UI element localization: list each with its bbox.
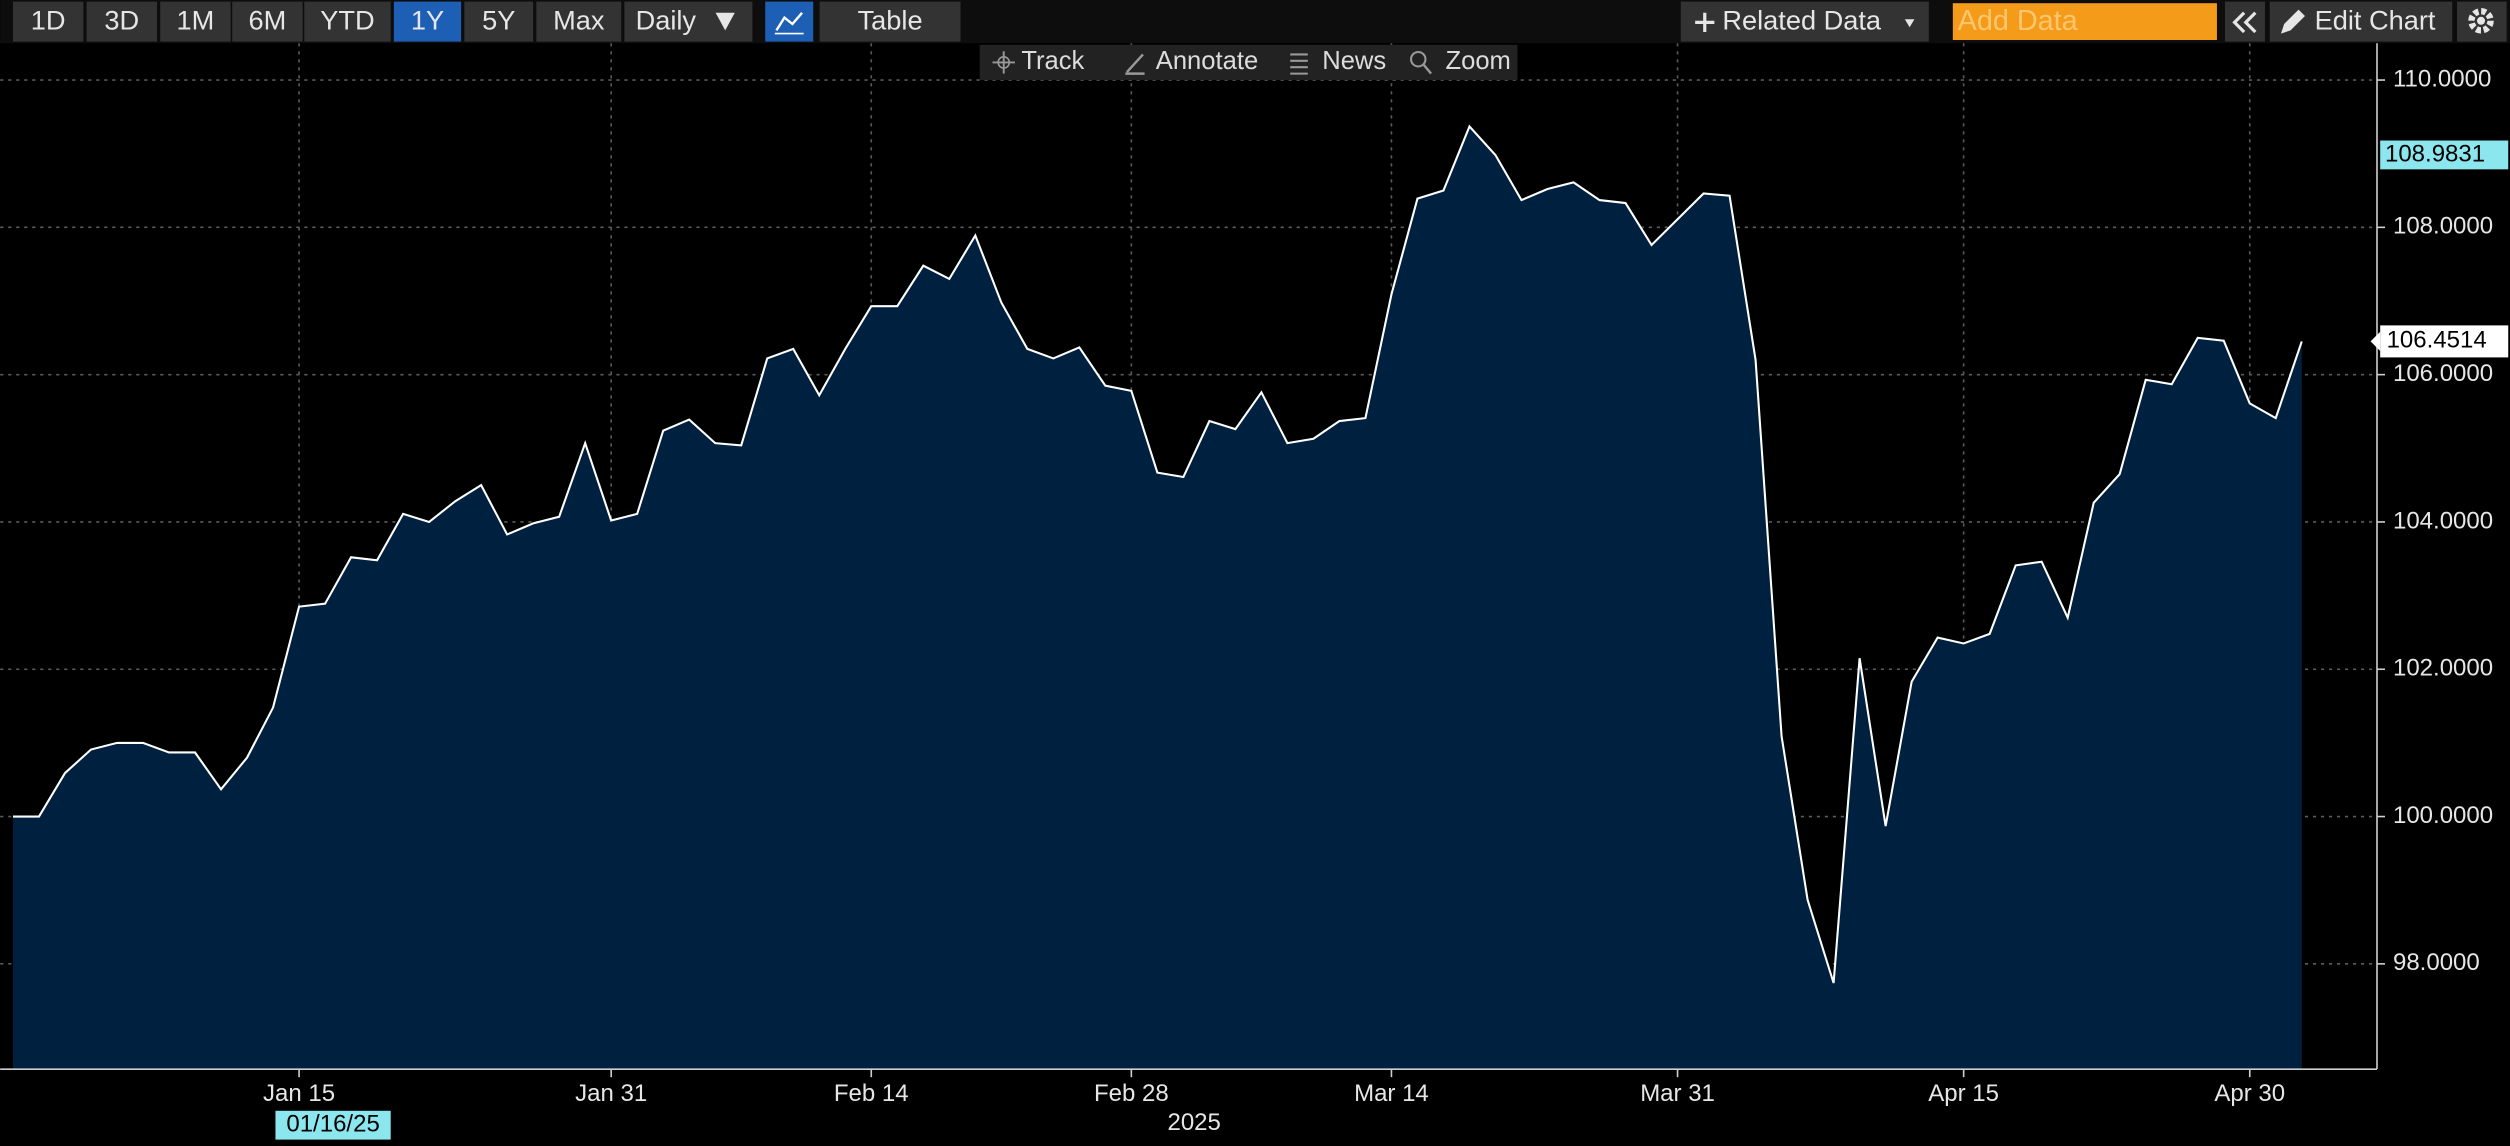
x-tick-label: Feb 28 — [1094, 1080, 1169, 1107]
pencil-icon — [2280, 9, 2305, 34]
last-value: 106.4514 — [2387, 327, 2487, 354]
range-button[interactable] — [86, 1, 158, 42]
track-icon-ring — [997, 56, 1011, 69]
gear-hub — [2477, 16, 2486, 25]
cursor-value-box — [2380, 140, 2509, 170]
plus-icon — [1695, 12, 1715, 33]
range-button[interactable] — [232, 1, 303, 42]
range-label: 5Y — [482, 5, 515, 36]
range-label: 6M — [249, 5, 287, 36]
range-button[interactable] — [304, 1, 391, 42]
gear-icon — [2468, 8, 2494, 34]
last-value-box — [2380, 325, 2509, 358]
collapse-icon — [2232, 11, 2257, 34]
edit-chart-button[interactable] — [2269, 1, 2453, 42]
y-tick-label: 100.0000 — [2393, 802, 2493, 829]
table-label: Table — [858, 5, 923, 36]
tool-label[interactable]: Track — [1021, 47, 1084, 75]
dropdown-arrow — [715, 12, 735, 31]
x-tick-label: Jan 15 — [263, 1080, 335, 1107]
range-button[interactable] — [536, 1, 622, 42]
x-tick-label: Mar 14 — [1354, 1080, 1429, 1107]
x-tick-label: Feb 14 — [834, 1080, 909, 1107]
y-tick-label: 104.0000 — [2393, 507, 2493, 534]
table-button[interactable] — [819, 1, 961, 42]
range-label: 1Y — [411, 5, 444, 36]
frequency-label: Daily — [636, 5, 697, 36]
range-button[interactable] — [160, 1, 231, 42]
y-tick-label: 110.0000 — [2393, 65, 2491, 92]
related-data-label: Related Data — [1722, 5, 1882, 36]
tool-label[interactable]: News — [1322, 47, 1386, 75]
last-value-pointer — [2370, 331, 2381, 352]
y-tick-label: 106.0000 — [2393, 360, 2493, 387]
add-data-input[interactable] — [1952, 3, 2217, 41]
x-year-label: 2025 — [1167, 1109, 1220, 1136]
y-tick-label: 102.0000 — [2393, 655, 2493, 682]
range-label: 1D — [31, 5, 66, 36]
range-label: YTD — [320, 5, 374, 36]
cursor-date-box — [275, 1110, 391, 1140]
chart-type-icon — [775, 12, 803, 32]
zoom-icon — [1410, 50, 1427, 68]
add-data-placeholder: Add Data — [1958, 5, 2079, 37]
edit-chart-label: Edit Chart — [2315, 5, 2436, 36]
price-line — [12, 124, 2303, 984]
frequency-button[interactable] — [624, 1, 753, 42]
x-tick-label: Jan 31 — [575, 1080, 647, 1107]
area-fill — [12, 126, 2302, 1070]
range-label: 1M — [177, 5, 215, 36]
related-data-button[interactable] — [1680, 1, 1929, 42]
range-label: 3D — [104, 5, 139, 36]
x-tick-label: Mar 31 — [1640, 1080, 1715, 1107]
y-tick-label: 108.0000 — [2393, 213, 2493, 240]
range-button[interactable] — [12, 1, 84, 42]
tool-label[interactable]: Annotate — [1156, 47, 1258, 75]
annotate-icon — [1125, 53, 1145, 75]
cursor-date: 01/16/25 — [286, 1111, 379, 1138]
x-tick-label: Apr 15 — [1928, 1080, 1999, 1107]
tool-label[interactable]: Zoom — [1445, 47, 1510, 75]
x-tick-label: Apr 30 — [2214, 1080, 2285, 1107]
dropdown-arrow — [1904, 19, 1915, 28]
news-icon — [1290, 53, 1308, 75]
track-icon — [992, 51, 1015, 74]
tools-panel — [979, 44, 1518, 81]
zoom-icon-handle — [1422, 63, 1432, 75]
cursor-value: 108.9831 — [2385, 140, 2485, 167]
range-button[interactable] — [393, 1, 462, 42]
range-label: Max — [553, 5, 605, 36]
y-tick-label: 98.0000 — [2393, 949, 2480, 976]
range-button[interactable] — [464, 1, 534, 42]
